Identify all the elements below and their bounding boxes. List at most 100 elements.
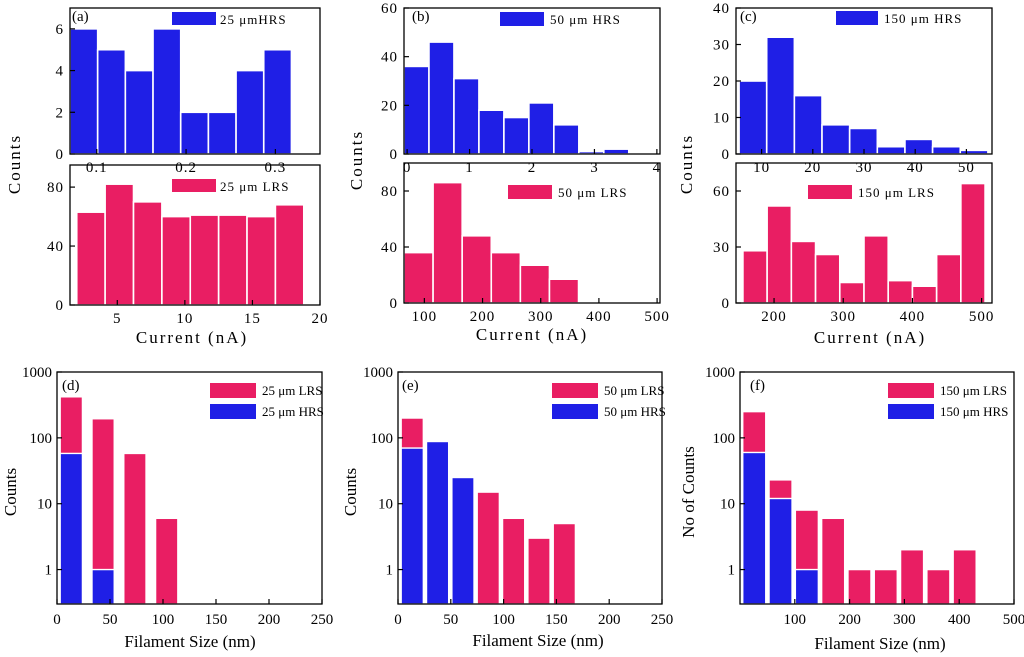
panel-c-bottom-bar-5	[863, 235, 890, 304]
panel-b-top-xtick-label-4: 4	[653, 160, 662, 176]
panel-a-top-legend-swatch	[172, 12, 216, 25]
panel-c-bottom-xtick-label-0: 200	[761, 309, 787, 325]
panel-e-bar-hrs-2	[451, 476, 475, 605]
panel-e-bar-lrs-5	[527, 537, 551, 605]
panel-d-legend-hrs-swatch	[210, 404, 256, 419]
panel-a-top-legend-label: 25 μmHRS	[220, 12, 287, 27]
panel-a-top-bar-4	[179, 111, 210, 155]
panel-c-bottom-ytick-label-2: 60	[713, 184, 730, 200]
panel-f-legend-hrs-swatch	[888, 404, 934, 419]
panel-b-bottom-bar-1	[432, 181, 463, 304]
panel-c-bottom-xtick-label-3: 500	[969, 309, 995, 325]
panel-a-top-ytick-label-1: 2	[56, 105, 65, 121]
panel-a-bottom-bar-0	[75, 211, 106, 306]
panel-f-bar-lrs-7	[926, 568, 951, 605]
panel-a-top-bar-6	[235, 69, 265, 155]
panel-c-bottom-bar-2	[790, 240, 817, 304]
panel-e-xlabel: Filament Size (nm)	[472, 631, 603, 650]
panel-b-bottom-bar-2	[461, 235, 493, 304]
panel-e-xtick-label-4: 200	[598, 612, 621, 628]
panel-e: 1 10 100 1000 0 50 100 150 200 250 Counts Filament …	[341, 365, 673, 650]
panel-b-top-ytick-label-0: 0	[390, 147, 399, 163]
panel-e-xtick-label-1: 50	[443, 612, 458, 628]
panel-f-xtick-label-2: 300	[893, 612, 916, 628]
panel-a-bottom-legend-label: 25 μm LRS	[220, 179, 289, 194]
panel-a-bottom-bar-4	[189, 214, 220, 306]
panel-c-top-bar-4	[848, 127, 879, 155]
panel-d-ytick-label-0: 1	[45, 563, 53, 579]
panel-b-bottom-legend-swatch	[508, 185, 552, 199]
panel-e-xtick-label-5: 250	[651, 612, 674, 628]
panel-c-top-xtick-label-2: 30	[856, 160, 873, 176]
panel-f-bar-hrs-1	[768, 497, 793, 605]
panel-f-ylabel: No of Counts	[679, 446, 698, 538]
panel-b-top-bar-3	[478, 109, 505, 155]
panel-a-top-bar-7	[262, 48, 293, 155]
panel-c-top-ytick-label-2: 20	[713, 74, 730, 90]
panel-f-xtick-label-0: 100	[784, 612, 807, 628]
panel-f-bar-lrs-6	[899, 549, 925, 605]
panel-c-ylabel: Counts	[677, 134, 696, 194]
panel-d-xtick-label-3: 150	[205, 612, 228, 628]
panel-b-top-xtick-label-0: 0	[403, 160, 412, 176]
panel-c-top-bar-0	[738, 80, 768, 155]
panel-d-label: (d)	[62, 378, 80, 394]
panel-f-label: (f)	[750, 378, 765, 394]
panel-a-bottom-legend-swatch	[172, 179, 216, 192]
panel-b-top-bar-6	[553, 124, 580, 155]
panel-b-top-bar-5	[528, 102, 555, 155]
panel-d-ytick-label-2: 100	[30, 431, 53, 447]
panel-b-top-bar-2	[453, 77, 480, 155]
panel-b-top-xtick-label-1: 1	[465, 160, 474, 176]
panel-c-top-ytick-label-0: 0	[722, 147, 731, 163]
panel-e-ytick-label-3: 1000	[363, 365, 393, 381]
panel-a-bottom-bar-5	[217, 214, 248, 306]
panel-b-bottom-ytick-label-0: 0	[390, 296, 399, 312]
panel-f-ytick-label-2: 100	[713, 431, 736, 447]
panel-a-top-frame	[69, 7, 321, 155]
panel-a-bottom-bar-7	[274, 203, 305, 306]
panel-e-bar-lrs-4	[501, 517, 526, 605]
panel-b-bottom-bar-5	[548, 278, 580, 304]
panel-b-bottom-ytick-label-2: 80	[381, 184, 398, 200]
panel-b-top-bar-1	[428, 41, 455, 155]
panel-f-xtick-label-1: 200	[838, 612, 861, 628]
panel-e-ytick-label-1: 10	[378, 497, 393, 513]
panel-c-bottom-bar-8	[935, 253, 962, 304]
panel-b-label: (b)	[412, 9, 430, 25]
panel-c-bottom-bar-0	[742, 249, 768, 304]
panel-d-ytick-label-3: 1000	[22, 365, 52, 381]
panel-a-bottom-bar-6	[246, 215, 277, 306]
panel-a-top-bar-0	[69, 28, 99, 155]
panel-b-top-xtick-label-2: 2	[528, 160, 537, 176]
panel-d-xlabel: Filament Size (nm)	[124, 632, 255, 651]
panel-c-top-bar-5	[876, 145, 906, 155]
panel-a-bottom-xtick-label-2: 15	[244, 311, 261, 327]
panel-c-bottom-bar-6	[887, 279, 914, 304]
panel-f-ytick-label-3: 1000	[705, 365, 735, 381]
panel-d-ylabel: Counts	[1, 468, 20, 516]
panel-c-bottom-legend-label: 150 μm LRS	[858, 185, 935, 200]
panel-f-bar-lrs-4	[847, 568, 872, 605]
panel-e-ytick-label-0: 1	[386, 563, 394, 579]
panel-c-top-xtick-label-1: 20	[804, 160, 821, 176]
panel-c-top-bar-7	[931, 145, 962, 155]
panel-c-top-legend-label: 150 μm HRS	[884, 11, 962, 26]
panel-e-xtick-label-2: 100	[492, 612, 515, 628]
panel-d-frame	[56, 371, 323, 605]
panel-c-bottom-bar-7	[911, 285, 938, 304]
panel-e-ylabel: Counts	[341, 468, 360, 516]
panel-e-bar-hrs-1	[425, 440, 450, 605]
panel-a-bottom-xtick-label-1: 10	[176, 311, 193, 327]
panel-a-bottom-xtick-label-0: 5	[113, 311, 122, 327]
panel-b-top-ytick-label-2: 40	[381, 50, 398, 66]
panel-c-bottom-bar-3	[814, 253, 841, 304]
panel-a-top-xtick-label-0: 0.1	[86, 160, 108, 176]
panel-c-top-xtick-label-3: 40	[907, 160, 924, 176]
panel-f-bar-hrs-2	[794, 568, 820, 605]
panel-b-bottom-bar-0	[403, 251, 434, 304]
panel-e-label: (e)	[402, 378, 419, 394]
panel-c-bottom-legend-swatch	[808, 185, 852, 199]
panel-b-xlabel: Current (nA)	[476, 325, 588, 344]
panel-d-legend-lrs-swatch	[210, 383, 256, 398]
